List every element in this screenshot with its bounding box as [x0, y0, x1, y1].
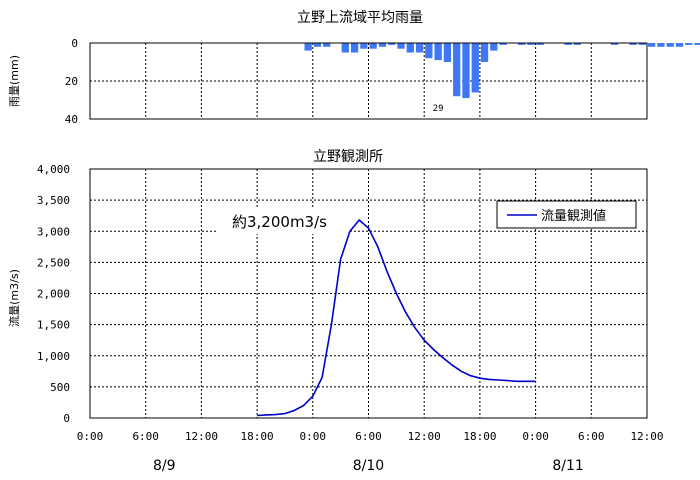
discharge-x-tick-label: 6:00 [578, 430, 605, 443]
rainfall-bar [397, 43, 405, 49]
rainfall-bar [666, 43, 674, 47]
rainfall-bar [573, 43, 582, 45]
rainfall-bar [564, 43, 572, 45]
rainfall-bar [415, 43, 424, 53]
rainfall-y-ticks: 0 20 40 [65, 37, 78, 126]
rainfall-bar [341, 43, 349, 53]
discharge-y-tick-label: 0 [63, 412, 70, 425]
rainfall-bar [388, 43, 396, 45]
discharge-date-label: 8/11 [552, 458, 583, 474]
rainfall-plot-frame [89, 42, 648, 120]
rainfall-bar [350, 43, 359, 53]
discharge-x-ticks: 0:00 6:00 12:00 18:00 0:00 6:00 12:00 18:00 0:00… [77, 430, 664, 443]
rainfall-bar [378, 43, 387, 47]
rainfall-bar [638, 43, 646, 45]
rainfall-bar [369, 43, 377, 49]
legend-label: 流量観測値 [541, 208, 606, 224]
discharge-y-tick-label: 2,000 [37, 288, 70, 301]
rainfall-bar [685, 43, 693, 45]
discharge-y-tick-label: 3,500 [37, 194, 70, 207]
rainfall-bar [443, 43, 452, 62]
rainfall-bar [480, 43, 489, 62]
discharge-x-tick-label: 6:00 [355, 430, 382, 443]
discharge-y-tick-label: 2,500 [37, 256, 70, 269]
rainfall-bar [323, 43, 331, 47]
rainfall-chart-title: 立野上流域平均雨量 [297, 10, 423, 26]
rainfall-bar [313, 43, 322, 47]
rainfall-y-tick-label: 40 [65, 113, 78, 126]
rainfall-bar [610, 43, 619, 45]
discharge-series-line [257, 218, 536, 417]
discharge-y-tick-label: 1,500 [37, 319, 70, 332]
discharge-x-tick-label: 12:00 [185, 430, 218, 443]
rainfall-bar [536, 43, 544, 45]
discharge-date-label: 8/9 [153, 458, 176, 474]
rainfall-bar [360, 43, 368, 49]
discharge-x-tick-label: 0:00 [300, 430, 327, 443]
legend: 流量観測値 [496, 200, 637, 229]
rainfall-bar [490, 43, 498, 51]
rainfall-bars [304, 43, 700, 99]
discharge-x-tick-label: 0:00 [77, 430, 104, 443]
discharge-date-labels: 8/9 8/10 8/11 [153, 458, 584, 474]
discharge-plot-frame [89, 168, 648, 419]
peak-annotation: 約3,200m3/s [232, 213, 327, 231]
rainfall-bar [425, 43, 433, 59]
rainfall-y-axis-label: 雨量(mm) [8, 55, 21, 107]
rainfall-bar [694, 43, 700, 45]
discharge-x-tick-label: 12:00 [408, 430, 441, 443]
discharge-x-tick-label: 18:00 [463, 430, 496, 443]
rainfall-bar [499, 43, 507, 45]
rainfall-bar [434, 43, 442, 61]
rainfall-bar [657, 43, 665, 47]
rainfall-bar [462, 43, 470, 99]
rainfall-chart: 立野上流域平均雨量 0 20 40 雨量(mm) 29 [8, 10, 700, 126]
rainfall-bar [406, 43, 414, 53]
discharge-x-tick-label: 12:00 [630, 430, 663, 443]
discharge-x-tick-label: 6:00 [132, 430, 159, 443]
rainfall-bar [527, 43, 535, 45]
peak-annotation-box [218, 208, 348, 234]
discharge-y-tick-label: 3,000 [37, 225, 70, 238]
rainfall-peak-label: 29 [433, 104, 444, 114]
rainfall-bar [675, 43, 684, 47]
discharge-y-tick-label: 1,000 [37, 350, 70, 363]
discharge-y-tick-label: 4,000 [37, 163, 70, 176]
rainfall-bar [629, 43, 637, 45]
rainfall-y-tick-label: 0 [71, 37, 78, 50]
discharge-date-label: 8/10 [353, 458, 384, 474]
rainfall-grid [90, 43, 647, 119]
discharge-y-ticks: 0 500 1,000 1,500 2,000 2,500 3,000 3,500 4,000 [37, 163, 70, 425]
discharge-y-axis-label: 流量(m3/s) [7, 269, 21, 327]
discharge-x-tick-label: 0:00 [522, 430, 549, 443]
rainfall-bar [304, 43, 312, 51]
discharge-chart: 立野観測所 0 500 1,000 1,500 2,000 2,500 3,000 3,500… [7, 148, 664, 474]
discharge-y-tick-label: 500 [50, 381, 70, 394]
rainfall-bar [453, 43, 461, 97]
rainfall-bar [518, 43, 526, 45]
discharge-chart-title: 立野観測所 [313, 148, 383, 165]
rainfall-bar [648, 43, 656, 47]
rainfall-y-tick-label: 20 [65, 75, 78, 88]
discharge-x-tick-label: 18:00 [241, 430, 274, 443]
rainfall-bar [471, 43, 479, 93]
